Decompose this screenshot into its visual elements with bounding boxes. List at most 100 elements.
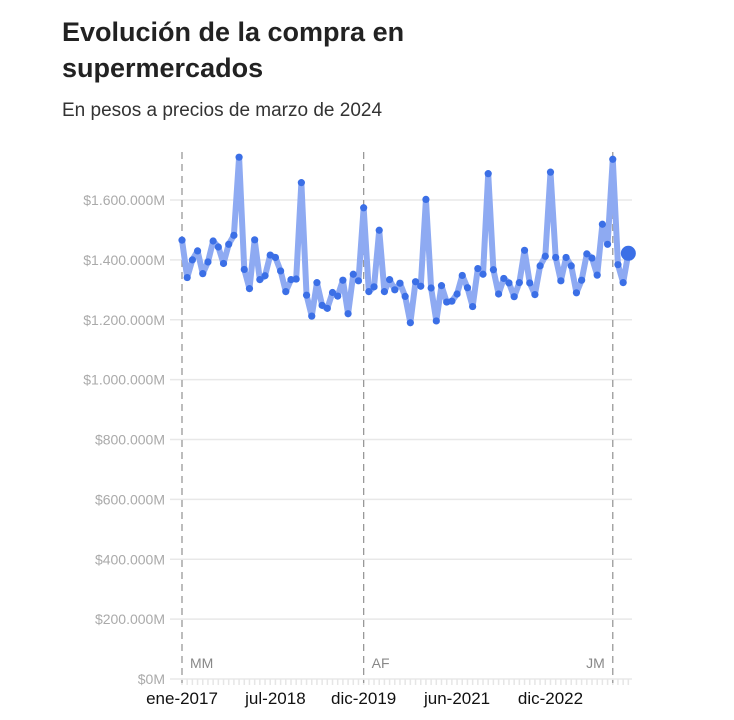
data-point [302,291,311,299]
y-tick-label: $1.600.000M [83,192,165,208]
data-point [245,285,254,293]
data-point [588,254,596,262]
data-point [396,279,404,287]
data-point [572,289,581,297]
data-point [469,302,477,311]
data-point [474,264,482,273]
data-point [531,291,539,299]
data-point [349,270,357,278]
annotation-label: MM [190,655,213,671]
data-point [598,220,606,228]
data-point [277,267,285,275]
data-point [463,284,472,292]
y-tick-label: $1.200.000M [83,312,165,328]
data-point [230,231,238,239]
data-point [479,270,487,278]
x-tick-label: dic-2019 [331,689,396,708]
data-point [620,245,636,261]
data-point [536,262,544,270]
data-point [339,276,347,284]
data-point [261,272,269,280]
data-point [453,290,461,298]
data-point [609,155,617,163]
annotation-label: AF [372,655,390,671]
y-tick-label: $0M [138,671,165,687]
data-point [520,246,529,254]
data-point [235,153,243,161]
data-point [370,283,378,291]
data-point [489,266,497,274]
data-point [204,258,212,266]
data-point [593,271,601,279]
data-point [541,252,549,260]
data-point [214,243,222,251]
data-point [360,204,368,212]
data-point [256,276,264,284]
data-point [427,284,435,292]
data-point [406,319,414,327]
chart-title: Evolución de la compra en supermercados [62,17,405,83]
data-point [546,168,555,176]
data-point [282,288,290,296]
x-tick-label: jul-2018 [244,689,306,708]
data-point [240,265,248,274]
data-point [323,304,331,312]
data-point [308,312,316,320]
y-tick-label: $800.000M [95,432,165,448]
data-point [251,236,259,244]
y-tick-label: $200.000M [95,611,165,627]
data-point [458,271,466,280]
data-point [515,279,523,287]
data-point [344,310,352,318]
y-tick-label: $600.000M [95,491,165,507]
data-point [391,286,399,294]
y-tick-label: $400.000M [95,551,165,567]
data-point [552,253,560,262]
data-point [313,279,321,287]
data-point [375,226,383,234]
data-point [365,288,373,296]
data-point [271,253,280,262]
data-point [510,293,518,301]
y-tick-label: $1.000.000M [83,372,165,388]
data-point [505,279,513,287]
data-point [292,275,300,283]
data-point [557,277,565,285]
x-tick-label: dic-2022 [518,689,583,708]
data-point [209,237,217,245]
data-point [297,179,305,187]
chart-subtitle: En pesos a precios de marzo de 2024 [62,100,383,121]
annotation-label: JM [586,655,605,671]
data-point [183,273,191,282]
data-point [328,288,337,297]
data-point [178,236,186,244]
data-point [386,276,394,284]
data-point [614,261,622,269]
data-point [354,277,363,285]
data-point [401,292,409,300]
data-point [417,282,425,290]
data-point [225,240,233,248]
data-point [334,292,342,300]
data-point [567,262,575,270]
data-point [193,247,202,255]
data-point [437,282,446,290]
x-tick-label: ene-2017 [146,689,218,708]
y-tick-label: $1.400.000M [83,252,165,268]
data-point [578,276,586,284]
data-point [562,253,570,262]
data-point [494,290,503,298]
data-point [188,256,196,264]
data-point [603,240,612,248]
data-point [411,278,420,286]
data-point [422,195,430,204]
data-point [448,297,456,305]
data-point [619,279,627,287]
data-point [583,250,591,258]
data-point [500,274,508,283]
data-point [380,288,389,296]
data-point [484,170,492,178]
data-point [526,279,534,287]
data-point [199,270,207,278]
